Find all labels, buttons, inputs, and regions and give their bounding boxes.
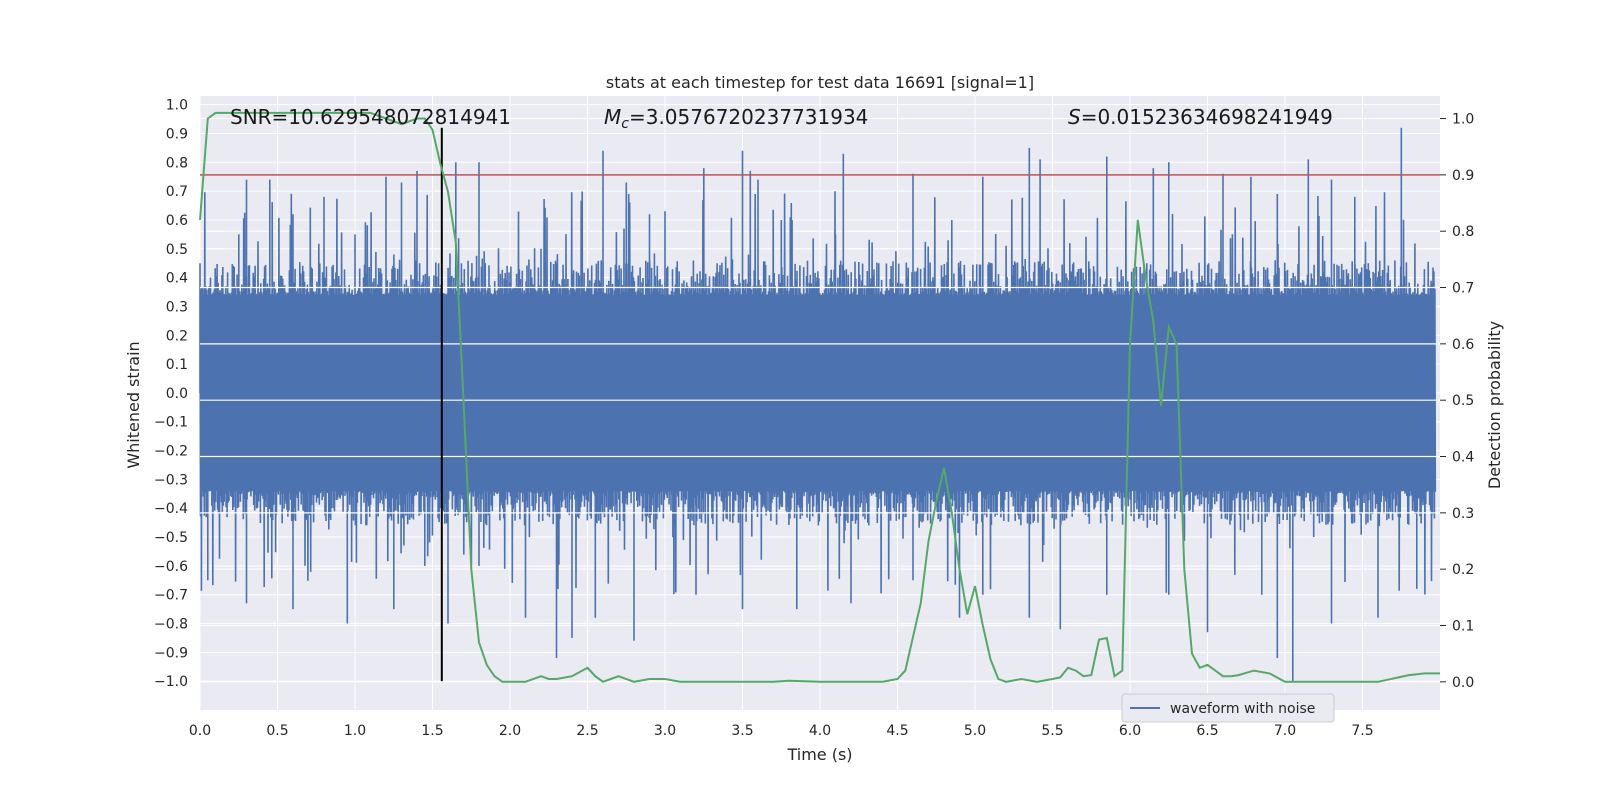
x-axis-ticks: 0.0 0.5 1.0 1.5 2.0 2.5 3.0 3.5 4.0 4.5 5.0 5.5 6.0 6… — [189, 723, 1374, 739]
y-left-tick-label: −0.3 — [154, 472, 188, 488]
y-left-tick-label: −0.8 — [154, 617, 188, 633]
legend: waveform with noise — [1121, 693, 1335, 723]
x-tick-label: 3.5 — [731, 723, 753, 739]
x-tick-label: 7.5 — [1351, 723, 1373, 739]
s-value: =0.01523634698241949 — [1081, 105, 1333, 129]
y-left-tick-label: 0.7 — [166, 184, 188, 200]
y-left-tick-label: −0.7 — [154, 588, 188, 604]
y-left-tick-label: −0.5 — [154, 530, 188, 546]
x-tick-label: 5.0 — [964, 723, 986, 739]
legend-box — [1121, 693, 1335, 723]
x-tick-label: 1.5 — [421, 723, 443, 739]
x-tick-label: 5.5 — [1041, 723, 1063, 739]
y-left-axis-label: Whitened strain — [124, 341, 143, 468]
y-right-tick-label: 0.6 — [1452, 337, 1474, 353]
x-tick-label: 1.0 — [344, 723, 366, 739]
y-left-tick-label: −0.1 — [154, 415, 188, 431]
legend-label: waveform with noise — [1170, 701, 1315, 717]
x-tick-label: 4.0 — [809, 723, 831, 739]
chirp-mass-symbol: M — [604, 105, 621, 129]
chirp-mass-value: =3.0576720237731934 — [629, 105, 868, 129]
detection-probability-series — [199, 111, 1440, 683]
x-tick-label: 0.0 — [189, 723, 211, 739]
x-tick-label: 0.5 — [266, 723, 288, 739]
chart-title: stats at each timestep for test data 166… — [606, 73, 1034, 92]
y-right-tick-label: 0.1 — [1452, 619, 1474, 635]
y-left-tick-label: 0.9 — [166, 126, 188, 142]
s-annotation: S=0.01523634698241949 — [1068, 105, 1333, 129]
y-left-tick-label: 0.3 — [166, 299, 188, 315]
x-tick-label: 6.5 — [1196, 723, 1218, 739]
y-left-tick-label: 0.8 — [166, 155, 188, 171]
x-tick-label: 2.0 — [499, 723, 521, 739]
y-right-axis-label: Detection probability — [1485, 321, 1504, 489]
y-left-tick-label: −1.0 — [154, 674, 188, 690]
y-left-tick-label: 0.5 — [166, 242, 188, 258]
y-left-tick-label: 0.6 — [166, 213, 188, 229]
y-right-axis-ticks: 0.0 0.1 0.2 0.3 0.4 0.5 0.6 0.7 0.8 0.9 1.0 — [1440, 112, 1474, 691]
y-left-tick-label: 0.2 — [166, 328, 188, 344]
y-right-tick-label: 0.4 — [1452, 450, 1474, 466]
x-axis-label: Time (s) — [786, 745, 852, 764]
y-right-tick-label: 0.0 — [1452, 675, 1474, 691]
y-left-tick-label: −0.2 — [154, 444, 188, 460]
y-right-tick-label: 0.7 — [1452, 281, 1474, 297]
x-tick-label: 7.0 — [1274, 723, 1296, 739]
snr-annotation: SNR=10.629548072814941 — [230, 105, 511, 129]
y-left-tick-label: −0.6 — [154, 559, 188, 575]
y-left-tick-label: 0.1 — [166, 357, 188, 373]
x-tick-label: 6.0 — [1119, 723, 1141, 739]
y-right-tick-label: 0.2 — [1452, 562, 1474, 578]
chirp-mass-annotation: Mc=3.0576720237731934 — [604, 105, 868, 132]
s-symbol: S — [1068, 105, 1081, 129]
x-tick-label: 4.5 — [886, 723, 908, 739]
waveform-core-band — [200, 297, 1436, 489]
y-right-tick-label: 0.9 — [1452, 168, 1474, 184]
y-right-tick-label: 0.8 — [1452, 224, 1474, 240]
y-left-tick-label: 0.4 — [166, 271, 188, 287]
y-right-tick-label: 1.0 — [1452, 112, 1474, 128]
y-left-axis-ticks: 1.0 0.9 0.8 0.7 0.6 0.5 0.4 0.3 0.2 0.1 0.0 −0.1 −0.… — [154, 98, 188, 691]
x-tick-label: 2.5 — [576, 723, 598, 739]
detection-probability-path — [199, 111, 1440, 683]
waveform-series — [199, 127, 1440, 682]
y-left-tick-label: 0.0 — [166, 386, 188, 402]
x-tick-label: 3.0 — [654, 723, 676, 739]
y-right-tick-label: 0.3 — [1452, 506, 1474, 522]
y-left-tick-label: −0.4 — [154, 501, 188, 517]
chirp-mass-subscript: c — [621, 116, 629, 132]
y-left-tick-label: −0.9 — [154, 645, 188, 661]
y-right-tick-label: 0.5 — [1452, 393, 1474, 409]
y-left-tick-label: 1.0 — [166, 98, 188, 114]
